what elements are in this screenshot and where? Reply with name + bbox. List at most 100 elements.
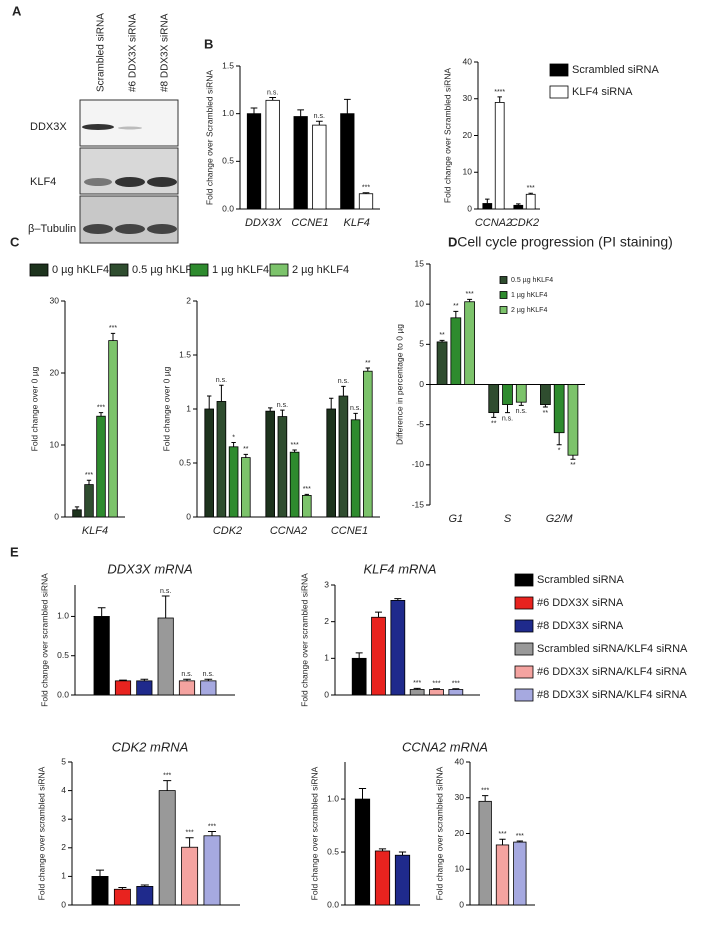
significance-label: *** bbox=[432, 681, 440, 688]
y-axis-label: Fold change over 0 µg bbox=[29, 366, 39, 451]
legend-label: KLF4 siRNA bbox=[572, 86, 633, 98]
chart-title: CCNA2 mRNA bbox=[402, 739, 488, 754]
error-bar bbox=[204, 678, 213, 681]
error-bar bbox=[74, 506, 80, 510]
bar bbox=[178, 680, 196, 696]
error-bar bbox=[497, 96, 502, 103]
legend-swatch bbox=[549, 63, 569, 77]
y-axis-label: Fold change over scrambled siRNA bbox=[299, 573, 309, 707]
y-tick-label: 0.0 bbox=[57, 689, 69, 699]
x-tick-label: CCNA2 bbox=[270, 525, 307, 537]
bar bbox=[326, 408, 336, 518]
y-tick-label: 2 bbox=[186, 295, 191, 305]
x-tick-label: S bbox=[504, 513, 512, 525]
bar bbox=[464, 301, 475, 385]
blot-band bbox=[83, 224, 113, 234]
y-tick-label: 1.0 bbox=[222, 108, 234, 118]
bar bbox=[450, 317, 462, 385]
y-axis-label: Fold change over scrambled siRNA bbox=[39, 573, 49, 707]
y-tick-label: 40 bbox=[455, 756, 465, 766]
bar bbox=[478, 800, 492, 906]
significance-label: n.s. bbox=[181, 671, 192, 678]
legend-label: #6 DDX3X siRNA bbox=[537, 597, 624, 609]
significance-label: * bbox=[232, 434, 235, 441]
blot-band bbox=[115, 177, 145, 187]
bar bbox=[515, 384, 527, 403]
significance-label: *** bbox=[85, 472, 93, 479]
bar bbox=[482, 203, 493, 210]
blot-band bbox=[118, 126, 142, 130]
y-tick-label: 1.0 bbox=[327, 793, 339, 803]
error-bar bbox=[183, 678, 191, 681]
y-tick-label: 0 bbox=[419, 379, 424, 389]
y-tick-label: 1 bbox=[324, 653, 329, 663]
error-bar bbox=[375, 611, 382, 618]
legend-label: 1 µg hKLF4 bbox=[212, 264, 269, 276]
error-bar bbox=[280, 409, 285, 417]
legend-label: #8 DDX3X siRNA bbox=[537, 620, 624, 632]
error-bar bbox=[243, 453, 248, 458]
error-bar bbox=[413, 687, 421, 690]
legend-swatch bbox=[549, 85, 569, 99]
significance-label: **** bbox=[494, 89, 505, 96]
significance-label: *** bbox=[527, 185, 535, 192]
significance-label: *** bbox=[481, 787, 489, 794]
significance-label: *** bbox=[291, 442, 299, 449]
significance-label: * bbox=[558, 448, 561, 455]
error-bar bbox=[98, 412, 104, 417]
y-tick-label: 0 bbox=[186, 511, 191, 521]
row-label: KLF4 bbox=[30, 176, 56, 188]
significance-label: ** bbox=[243, 446, 249, 453]
significance-label: *** bbox=[362, 185, 370, 192]
bar bbox=[158, 790, 176, 906]
significance-label: *** bbox=[516, 833, 524, 840]
y-tick-label: 0.5 bbox=[179, 457, 191, 467]
bar bbox=[203, 835, 221, 906]
error-bar bbox=[439, 339, 445, 342]
error-bar bbox=[304, 493, 309, 496]
legend-swatch bbox=[514, 619, 534, 633]
y-tick-label: -15 bbox=[412, 499, 425, 509]
legend-swatch bbox=[514, 596, 534, 610]
blot-band bbox=[147, 224, 177, 234]
significance-label: n.s. bbox=[314, 113, 325, 120]
bar bbox=[114, 680, 132, 696]
bar bbox=[265, 410, 275, 518]
bar bbox=[96, 415, 106, 518]
blot-band bbox=[82, 124, 114, 130]
error-bar bbox=[433, 688, 440, 690]
y-tick-label: 20 bbox=[50, 367, 60, 377]
error-bar bbox=[95, 869, 105, 877]
error-bar bbox=[518, 402, 524, 406]
bar bbox=[216, 401, 227, 518]
error-bar bbox=[86, 479, 92, 485]
error-bar bbox=[453, 310, 459, 318]
x-tick-label: CDK2 bbox=[510, 217, 539, 229]
x-tick-label: CCNE1 bbox=[331, 525, 368, 537]
bar bbox=[495, 844, 510, 906]
y-tick-label: 4 bbox=[61, 785, 66, 795]
error-bar bbox=[467, 298, 473, 302]
y-tick-label: 0.0 bbox=[327, 899, 339, 909]
legend-swatch bbox=[514, 665, 534, 679]
error-bar bbox=[250, 107, 258, 114]
y-tick-label: 0.5 bbox=[57, 650, 69, 660]
bar bbox=[351, 657, 367, 696]
panel-label: C bbox=[10, 234, 20, 249]
y-tick-label: 1.5 bbox=[222, 60, 234, 70]
lane-label: #8 DDX3X siRNA bbox=[160, 13, 171, 92]
significance-label: ** bbox=[453, 303, 459, 310]
bar bbox=[340, 113, 355, 210]
bar bbox=[181, 846, 199, 906]
error-bar bbox=[542, 404, 548, 408]
legend-label: 0.5 µg hKLF4 bbox=[132, 264, 198, 276]
legend-label: 0 µg hKLF4 bbox=[52, 264, 109, 276]
error-bar bbox=[315, 120, 323, 126]
significance-label: ** bbox=[570, 462, 576, 469]
legend-swatch bbox=[269, 263, 289, 277]
legend-label: Scrambled siRNA/KLF4 siRNA bbox=[537, 643, 688, 655]
legend-swatch bbox=[189, 263, 209, 277]
bar bbox=[371, 616, 386, 696]
bar bbox=[338, 395, 349, 518]
y-tick-label: 1.5 bbox=[179, 349, 191, 359]
